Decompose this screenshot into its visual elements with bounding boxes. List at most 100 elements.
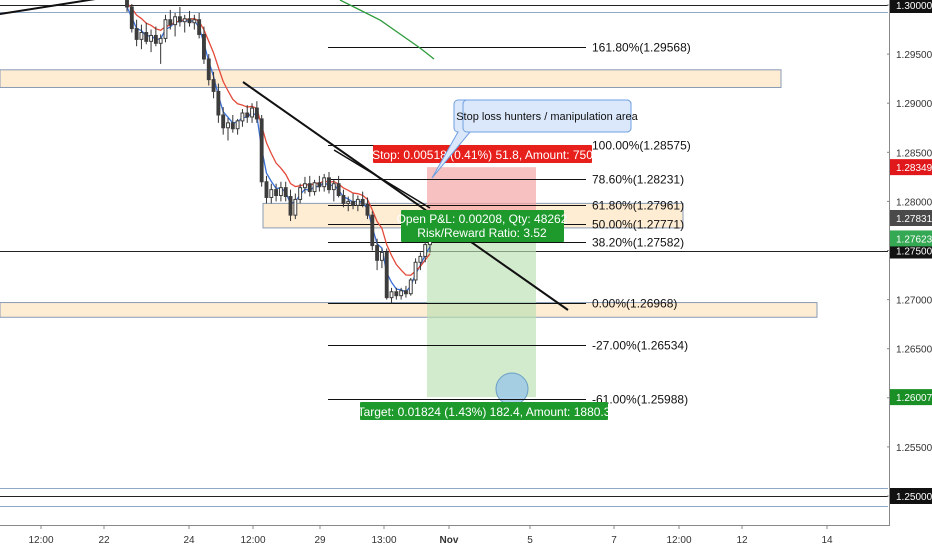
candle-body — [221, 114, 226, 129]
position-labels: Stop: 0.00518 (0.41%) 51.8, Amount: 750 O… — [358, 145, 611, 420]
candle-body — [197, 19, 202, 35]
candle-body — [283, 187, 288, 197]
candle-body — [240, 112, 245, 122]
fib-level-label: 100.00%(1.28575) — [592, 139, 691, 153]
time-tick-label: Nov — [440, 535, 459, 546]
time-tick-label: 12:00 — [28, 535, 53, 546]
price-axis-bg — [890, 0, 932, 525]
price-badge-text: 1.27831 — [896, 214, 932, 225]
stop-label-text: Stop: 0.00518 (0.41%) 51.8, Amount: 750 — [372, 148, 593, 162]
price-tick-label: 1.27000 — [896, 296, 932, 307]
candle-body — [182, 18, 187, 23]
price-level-badge-text: 1.30000 — [896, 1, 932, 12]
candle-body — [245, 112, 250, 118]
target-label: Target: 0.01824 (1.43%) 182.4, Amount: 1… — [358, 402, 611, 420]
candle-body — [278, 187, 283, 197]
time-tick-label: 14 — [821, 535, 833, 546]
price-badge — [890, 389, 932, 406]
price-axis[interactable]: 1.30000 1.29500 1.29000 1.28500 1.28000 1.275… — [887, 0, 932, 525]
callout-annotation[interactable]: Stop loss hunters / manipulation area — [431, 99, 639, 179]
candle-body — [173, 16, 178, 26]
candle-body — [370, 214, 375, 247]
trend-line[interactable] — [0, 0, 140, 15]
moving-averages — [126, 2, 431, 293]
price-level-badge-text: 1.25000 — [896, 492, 932, 503]
candle-body — [399, 290, 404, 297]
candle-body — [230, 122, 235, 130]
time-tick-label: 12:00 — [666, 535, 691, 546]
price-tick-label: 1.29000 — [896, 99, 932, 110]
candle-body — [298, 187, 303, 200]
candle-body — [312, 182, 317, 193]
trend-line[interactable] — [333, 149, 431, 209]
fib-level-label: 161.80%(1.29568) — [592, 41, 691, 55]
candle-body — [163, 19, 168, 39]
stop-loss-zone[interactable] — [427, 167, 536, 218]
candle-body — [418, 255, 423, 263]
price-level-badge — [890, 0, 932, 13]
candle-body — [351, 200, 355, 206]
candle-body — [274, 189, 279, 197]
stop-label: Stop: 0.00518 (0.41%) 51.8, Amount: 750 — [372, 145, 593, 163]
price-badge — [890, 159, 932, 176]
candle-body — [250, 107, 254, 118]
candle-body — [384, 251, 389, 299]
fib-level-label: 38.20%(1.27582) — [592, 236, 684, 250]
trend-lines[interactable] — [0, 0, 569, 311]
candle-body — [254, 107, 259, 120]
take-profit-zone[interactable] — [427, 217, 536, 398]
price-badge — [890, 230, 932, 247]
candle-body — [394, 291, 399, 297]
time-tick-label: 22 — [98, 535, 110, 546]
time-tick-label: 13:00 — [371, 535, 396, 546]
open-pl-box-bg — [401, 210, 564, 242]
candle-body — [158, 37, 163, 44]
candle-body — [413, 261, 418, 281]
candle-body — [149, 34, 153, 42]
target-label-bg — [360, 402, 608, 420]
horizontal-levels — [0, 5, 888, 507]
candle-body — [346, 200, 351, 204]
price-badge-text: 1.28349 — [896, 163, 932, 174]
candle-body — [341, 195, 346, 204]
callout-box — [462, 99, 632, 133]
trend-line[interactable] — [242, 81, 569, 311]
support-resistance-zones — [0, 69, 818, 318]
candle-body — [187, 18, 192, 24]
target-marker-circle[interactable] — [495, 372, 529, 406]
time-axis[interactable]: 12:00 22 24 12:00 29 13:00 Nov 5 7 12:00 12 14 — [0, 525, 932, 550]
candle-body — [423, 244, 428, 257]
price-badge-text: 1.26007 — [896, 393, 932, 404]
candle-body — [303, 183, 307, 189]
candle-body — [331, 183, 336, 191]
fib-level-label: 50.00%(1.27771) — [592, 218, 684, 232]
candle-body — [177, 16, 182, 23]
candle-body — [355, 198, 360, 206]
slow-moving-average — [126, 2, 431, 276]
price-tick-label: 1.29500 — [896, 50, 932, 61]
price-tick-label: 1.28500 — [896, 148, 932, 159]
candle-body — [379, 251, 384, 261]
candle-body — [375, 245, 380, 261]
candle-body — [129, 6, 134, 30]
candle-body — [144, 31, 149, 42]
time-axis-bg — [0, 525, 932, 550]
candle-body — [269, 189, 274, 198]
candle-body — [226, 122, 230, 129]
price-level-badge-text: 1.27500 — [896, 247, 932, 258]
fib-level-label: 78.60%(1.28231) — [592, 173, 684, 187]
candle-body — [389, 291, 394, 299]
callout-bubble[interactable]: Stop loss hunters / manipulation area — [431, 99, 639, 179]
short-position-tool[interactable] — [427, 167, 536, 406]
time-tick-label: 12:00 — [240, 535, 265, 546]
open-pl-box — [401, 210, 564, 242]
candle-body — [211, 79, 216, 92]
time-tick-label: 12 — [736, 535, 748, 546]
fib-level-label: 0.00%(1.26968) — [592, 297, 677, 311]
candle-body — [259, 118, 264, 183]
candle-body — [125, 0, 129, 8]
target-label-text: Target: 0.01824 (1.43%) 182.4, Amount: 1… — [358, 405, 611, 419]
price-level-badge — [890, 242, 932, 259]
candle-body — [307, 183, 312, 193]
